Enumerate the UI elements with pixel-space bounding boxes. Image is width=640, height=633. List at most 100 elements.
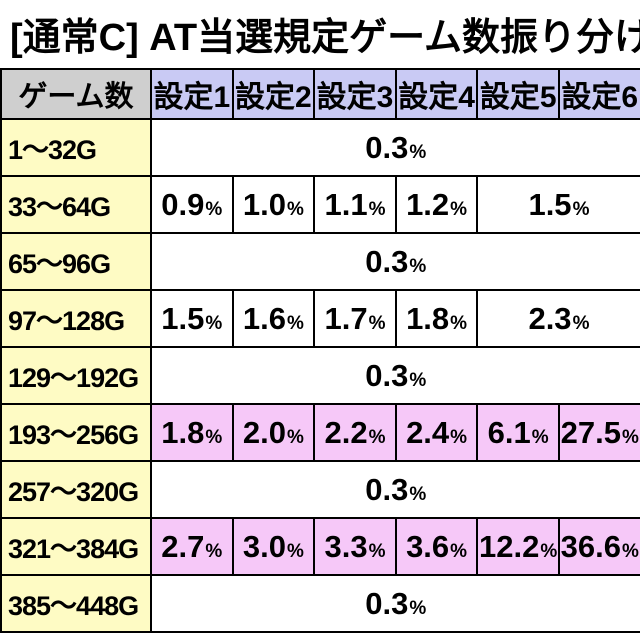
rate-cell-setting-2: 1.6%	[231, 289, 316, 348]
percent-unit: %	[368, 312, 386, 334]
page-title: [通常C] AT当選規定ゲーム数振り分け	[0, 0, 640, 66]
rate-cell-setting-6: 27.5%	[557, 403, 640, 462]
table-row: 257～320G 0.3%	[0, 460, 640, 519]
rate-cell-setting-3: 3.3%	[313, 517, 397, 576]
rate-cell-setting-3: 2.2%	[313, 403, 397, 462]
rate-cell-setting-2: 2.0%	[231, 403, 316, 462]
row-label-game-range: 321～384G	[0, 517, 152, 576]
rate-value: 0.9	[161, 186, 205, 222]
row-label-game-range: 129～192G	[0, 346, 152, 405]
rate-cell-setting-4: 1.8%	[394, 289, 479, 348]
rate-value: 1.5	[161, 300, 205, 336]
header-game-count: ゲーム数	[0, 68, 152, 120]
rate-value: 1.1	[324, 186, 368, 222]
rate-cell-setting-3: 1.7%	[313, 289, 397, 348]
table-row: 65～96G 0.3%	[0, 232, 640, 291]
rate-value: 2.2	[324, 414, 368, 450]
table-row: 1～32G 0.3%	[0, 118, 640, 177]
rate-value: 3.6	[406, 528, 450, 564]
rate-cell-setting-2: 1.0%	[231, 175, 316, 234]
rate-cell-setting-4: 1.2%	[394, 175, 479, 234]
rate-cell-setting-1: 2.7%	[150, 517, 234, 576]
rate-cell-setting-1: 0.9%	[150, 175, 234, 234]
rate-value: 1.2	[406, 186, 450, 222]
rate-cell-setting-5-6: 1.5%	[476, 175, 640, 234]
percent-unit: %	[450, 198, 468, 220]
rate-value: 1.8	[406, 300, 450, 336]
percent-unit: %	[205, 198, 223, 220]
header-setting-6: 設定6	[557, 68, 640, 120]
rate-cell-setting-1: 1.5%	[150, 289, 234, 348]
percent-unit: %	[621, 540, 639, 562]
rate-cell-all-settings: 0.3%	[150, 118, 640, 177]
table-header-row: ゲーム数 設定1 設定2 設定3 設定4 設定5 設定6	[0, 68, 640, 120]
row-label-game-range: 193～256G	[0, 403, 152, 462]
rate-cell-setting-1: 1.8%	[150, 403, 234, 462]
rate-cell-setting-5-6: 2.3%	[476, 289, 640, 348]
percent-unit: %	[540, 540, 558, 562]
percent-unit: %	[409, 141, 427, 163]
row-label-game-range: 33～64G	[0, 175, 152, 234]
row-label-game-range: 1～32G	[0, 118, 152, 177]
table-row: 129～192G 0.3%	[0, 346, 640, 405]
row-label-game-range: 257～320G	[0, 460, 152, 519]
rate-cell-setting-4: 3.6%	[394, 517, 479, 576]
rate-value: 1.6	[242, 300, 286, 336]
percent-unit: %	[409, 369, 427, 391]
percent-unit: %	[286, 198, 304, 220]
header-setting-4: 設定4	[394, 68, 479, 120]
rate-value: 1.0	[242, 186, 286, 222]
rate-cell-setting-4: 2.4%	[394, 403, 479, 462]
rate-value: 12.2	[479, 528, 540, 564]
percent-unit: %	[450, 426, 468, 448]
rate-value: 3.3	[324, 528, 368, 564]
percent-unit: %	[572, 312, 590, 334]
rate-cell-all-settings: 0.3%	[150, 574, 640, 633]
rate-value: 0.3	[365, 357, 409, 393]
rate-value: 1.7	[324, 300, 368, 336]
rate-value: 36.6	[560, 528, 621, 564]
rate-value: 0.3	[365, 243, 409, 279]
header-setting-5: 設定5	[476, 68, 560, 120]
header-setting-2: 設定2	[231, 68, 316, 120]
table-row: 33～64G 0.9% 1.0% 1.1% 1.2% 1.5%	[0, 175, 640, 234]
percent-unit: %	[572, 198, 590, 220]
rate-value: 2.3	[528, 300, 572, 336]
rate-value: 2.7	[161, 528, 205, 564]
percent-unit: %	[409, 255, 427, 277]
percent-unit: %	[450, 312, 468, 334]
table-row: 97～128G 1.5% 1.6% 1.7% 1.8% 2.3%	[0, 289, 640, 348]
rate-cell-all-settings: 0.3%	[150, 346, 640, 405]
percent-unit: %	[286, 540, 304, 562]
rate-value: 2.4	[406, 414, 450, 450]
percent-unit: %	[205, 312, 223, 334]
rate-cell-setting-2: 3.0%	[231, 517, 316, 576]
rate-value: 0.3	[365, 129, 409, 165]
percent-unit: %	[368, 540, 386, 562]
rate-value: 0.3	[365, 471, 409, 507]
rate-value: 1.5	[528, 186, 572, 222]
percent-unit: %	[531, 426, 549, 448]
percent-unit: %	[409, 597, 427, 619]
header-setting-3: 設定3	[313, 68, 397, 120]
table-row: 193～256G 1.8% 2.0% 2.2% 2.4% 6.1% 27.5%	[0, 403, 640, 462]
header-setting-1: 設定1	[150, 68, 234, 120]
percent-unit: %	[205, 540, 223, 562]
percent-unit: %	[205, 426, 223, 448]
table-row: 385～448G 0.3%	[0, 574, 640, 633]
percent-unit: %	[368, 198, 386, 220]
percent-unit: %	[286, 312, 304, 334]
rate-cell-setting-6: 36.6%	[557, 517, 640, 576]
table-row: 321～384G 2.7% 3.0% 3.3% 3.6% 12.2% 36.6%	[0, 517, 640, 576]
percent-unit: %	[621, 426, 639, 448]
rate-value: 3.0	[242, 528, 286, 564]
rate-value: 1.8	[161, 414, 205, 450]
row-label-game-range: 65～96G	[0, 232, 152, 291]
percent-unit: %	[450, 540, 468, 562]
percent-unit: %	[286, 426, 304, 448]
percent-unit: %	[409, 483, 427, 505]
rate-cell-setting-5: 12.2%	[476, 517, 560, 576]
rate-cell-all-settings: 0.3%	[150, 232, 640, 291]
row-label-game-range: 385～448G	[0, 574, 152, 633]
rate-cell-setting-3: 1.1%	[313, 175, 397, 234]
